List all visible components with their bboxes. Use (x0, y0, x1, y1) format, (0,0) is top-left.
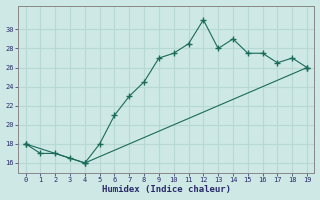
X-axis label: Humidex (Indice chaleur): Humidex (Indice chaleur) (102, 185, 231, 194)
